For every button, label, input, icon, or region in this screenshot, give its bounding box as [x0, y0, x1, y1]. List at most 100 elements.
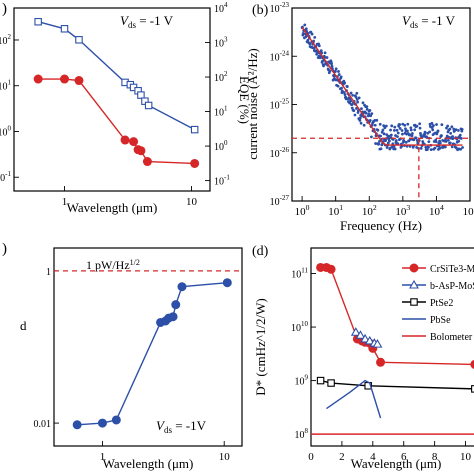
panel-b-noise-point	[393, 125, 397, 129]
panel-a-data	[33, 17, 200, 168]
panel-b-noise-point	[396, 135, 399, 139]
panel-b-noise-point	[378, 139, 381, 143]
panel-b-noise-point	[325, 56, 329, 59]
panel-c-series-0-line	[77, 281, 228, 426]
panel-b-noise-point	[382, 124, 386, 128]
panel-b-noise-point	[404, 140, 408, 144]
panel-c-xtick-label: 10	[219, 451, 231, 463]
panel-a: ) Vds = -1 V Wavelength (μm) EQE (%) 1 10…	[0, 1, 252, 215]
panel-a-series-0-point	[136, 146, 146, 156]
panel-c-ytick-label: 1	[46, 267, 51, 278]
panel-b-noise-point	[427, 145, 430, 149]
panel-a-vds-annotation: Vds = -1 V	[120, 13, 174, 30]
panel-b-noise-point	[301, 32, 305, 35]
panel-b-noise-point	[330, 64, 334, 68]
panel-b-xtick-label: 100	[295, 203, 310, 218]
panel-b-noise-point	[429, 148, 433, 152]
panel-b-noise-point	[358, 119, 362, 122]
panel-d-xtick-label: 8	[432, 451, 438, 463]
panel-a-series-0-point	[74, 76, 84, 86]
panel-b-noise-point	[337, 70, 340, 73]
panel-b: (b) Vds = -1 V Frequency (Hz) current no…	[245, 1, 474, 233]
panel-a-right-ytick-label: 100	[214, 139, 228, 153]
panel-d-label: (d)	[252, 244, 269, 259]
panel-b-noise-point	[308, 42, 312, 46]
panel-b-noise-point	[433, 146, 437, 150]
panel-a-right-ytick-label: 104	[214, 1, 228, 15]
panel-b-noise-point	[336, 84, 340, 88]
panel-b-noise-point	[398, 123, 402, 127]
panel-c-label-fragment: )	[2, 241, 7, 257]
panel-b-noise-point	[368, 118, 372, 122]
panel-b-noise-point	[450, 125, 454, 129]
panel-d-ytick-label: 108	[295, 427, 309, 441]
panel-c-series-0-point	[171, 300, 181, 310]
panel-b-noise-point	[340, 89, 344, 93]
panel-b-noise-point	[436, 129, 440, 133]
panel-b-noise-point	[382, 132, 386, 136]
panel-c-series-0-point	[72, 420, 82, 430]
panel-b-noise-point	[328, 69, 332, 73]
panel-b-noise-point	[396, 131, 400, 135]
panel-d-ytick-label: 109	[295, 374, 309, 388]
panel-b-noise-point	[370, 112, 374, 116]
panel-b-noise-point	[359, 121, 363, 125]
panel-a-series-1-point	[190, 125, 199, 134]
panel-d-data	[311, 262, 474, 435]
panel-b-noise-point	[385, 146, 389, 149]
panel-b-noise-point	[387, 134, 391, 138]
panel-d-series-3-line	[326, 379, 382, 419]
panel-a-series-1-point	[60, 25, 69, 33]
panel-b-noise-point	[390, 124, 394, 128]
legend-label: Bolometer	[430, 332, 473, 343]
panel-b-noise-point	[334, 69, 337, 73]
panel-b-noise-point	[345, 85, 349, 88]
panel-b-noise-point	[386, 141, 390, 145]
panel-b-noise-point	[438, 141, 442, 145]
panel-b-noise-point	[337, 73, 341, 76]
panel-c-pw-label: 1 pW/Hz1/2	[86, 258, 140, 272]
panel-b-noise-point	[388, 139, 391, 143]
panel-d-series-0-point	[326, 264, 336, 274]
panel-a-series-1-point	[137, 91, 145, 99]
panel-b-noise-point	[304, 27, 308, 31]
legend-swatch-marker	[409, 279, 419, 289]
panel-b-noise-point	[423, 130, 427, 134]
panel-b-vds-annotation: Vds = -1 V	[402, 13, 456, 30]
panel-b-noise-point	[389, 128, 392, 132]
panel-a-series-1-point	[75, 36, 83, 44]
panel-b-xtick-label: 105	[463, 203, 474, 218]
panel-b-data	[292, 23, 470, 201]
legend-swatch-marker	[409, 263, 419, 273]
panel-d-series-2-point	[316, 376, 325, 385]
panel-b-noise-point	[357, 96, 361, 100]
panel-c-axis-fragment: d	[20, 318, 27, 333]
panel-b-noise-point	[356, 100, 360, 104]
panel-b-noise-point	[438, 146, 442, 150]
panel-b-noise-point	[404, 127, 407, 131]
panel-d-xtick-label: 4	[370, 451, 376, 463]
panel-a-series-0-point	[60, 74, 70, 84]
panel-b-noise-point	[419, 146, 423, 150]
legend-label: PbSe	[430, 315, 451, 326]
panel-d-series-2-point	[471, 385, 474, 393]
panel-b-noise-point	[355, 107, 358, 110]
panel-b-noise-point	[398, 127, 402, 130]
panel-b-noise-point	[323, 51, 327, 55]
panel-b-noise-point	[435, 123, 438, 126]
panel-b-noise-point	[428, 130, 432, 134]
panel-d-series-1-point	[350, 327, 361, 336]
panel-b-noise-point	[410, 134, 414, 138]
panel-d-ytick-label: 1011	[291, 267, 308, 281]
panel-b-xtick-label: 101	[328, 203, 343, 218]
legend-swatch-marker	[410, 298, 418, 306]
panel-b-ytick-label: 10-24	[270, 49, 290, 63]
panel-a-xlabel: Wavelength (μm)	[67, 200, 158, 215]
panel-d-xtick-label: 0	[308, 451, 314, 463]
panel-b-noise-point	[440, 134, 443, 138]
panel-b-noise-point	[418, 122, 422, 126]
panel-a-series-1-point	[144, 101, 153, 110]
panel-c-ticks: 1 10 0.01 1	[34, 267, 231, 463]
panel-b-xtick-label: 103	[395, 203, 410, 218]
